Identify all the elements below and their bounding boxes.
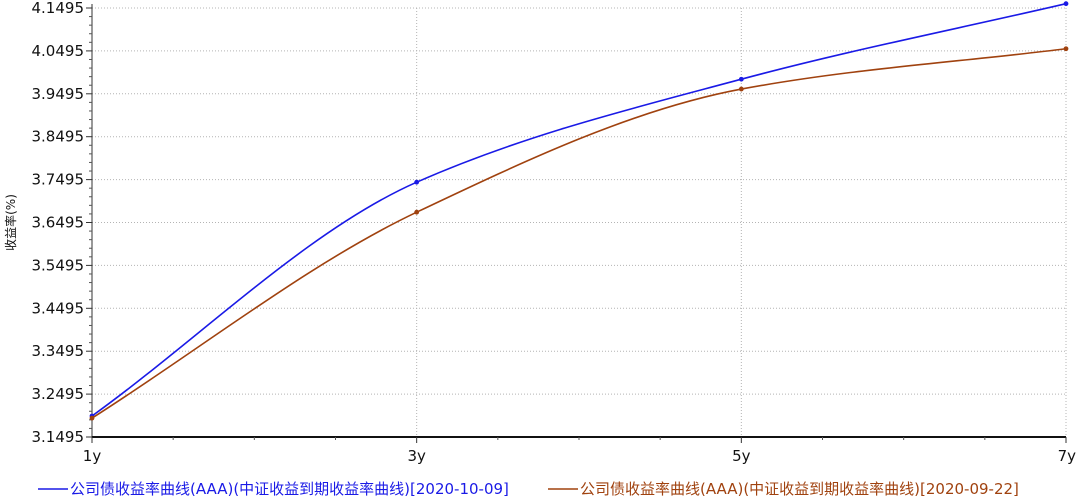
data-point <box>738 76 744 82</box>
data-point <box>414 209 420 215</box>
x-axis-ticks: 1y 3y 5y 7y <box>83 437 1076 465</box>
x-tick-label: 5y <box>732 447 751 465</box>
data-point <box>738 86 744 92</box>
series-1 <box>89 1 1069 419</box>
y-tick-label: 3.3495 <box>32 342 85 360</box>
x-tick-label: 7y <box>1058 447 1077 465</box>
grid-lines <box>92 7 1067 437</box>
y-tick-label: 3.1495 <box>32 428 85 446</box>
y-axis-ticks: 3.1495 3.2495 3.3495 3.4495 3.5495 3.6495 3.74… <box>32 0 92 446</box>
y-tick-label: 3.8495 <box>32 128 85 146</box>
y-tick-label: 3.4495 <box>32 299 85 317</box>
x-tick-label: 1y <box>83 447 102 465</box>
data-point <box>414 179 420 185</box>
series-line <box>91 2 1067 417</box>
x-tick-label: 3y <box>407 447 426 465</box>
y-tick-label: 3.6495 <box>32 214 85 232</box>
y-tick-label: 4.0495 <box>32 42 85 60</box>
data-point <box>89 415 95 421</box>
axes <box>91 4 1066 438</box>
y-tick-label: 4.1495 <box>32 0 85 17</box>
legend: 公司债收益率曲线(AAA)(中证收益到期收益率曲线)[2020-10-09] 公司… <box>38 480 1019 498</box>
legend-label: 公司债收益率曲线(AAA)(中证收益到期收益率曲线)[2020-10-09] <box>70 480 509 498</box>
y-tick-label: 3.9495 <box>32 85 85 103</box>
legend-item: 公司债收益率曲线(AAA)(中证收益到期收益率曲线)[2020-09-22] <box>548 480 1019 498</box>
series-2 <box>89 46 1069 421</box>
data-point <box>1063 1 1069 7</box>
y-tick-label: 3.2495 <box>32 385 85 403</box>
y-axis-label: 收益率(%) <box>3 194 18 251</box>
y-tick-label: 3.7495 <box>32 171 85 189</box>
series-line <box>91 47 1067 419</box>
series <box>89 1 1069 421</box>
y-tick-label: 3.5495 <box>32 256 85 274</box>
legend-label: 公司债收益率曲线(AAA)(中证收益到期收益率曲线)[2020-09-22] <box>580 480 1019 498</box>
data-point <box>1063 46 1069 52</box>
legend-item: 公司债收益率曲线(AAA)(中证收益到期收益率曲线)[2020-10-09] <box>38 480 509 498</box>
